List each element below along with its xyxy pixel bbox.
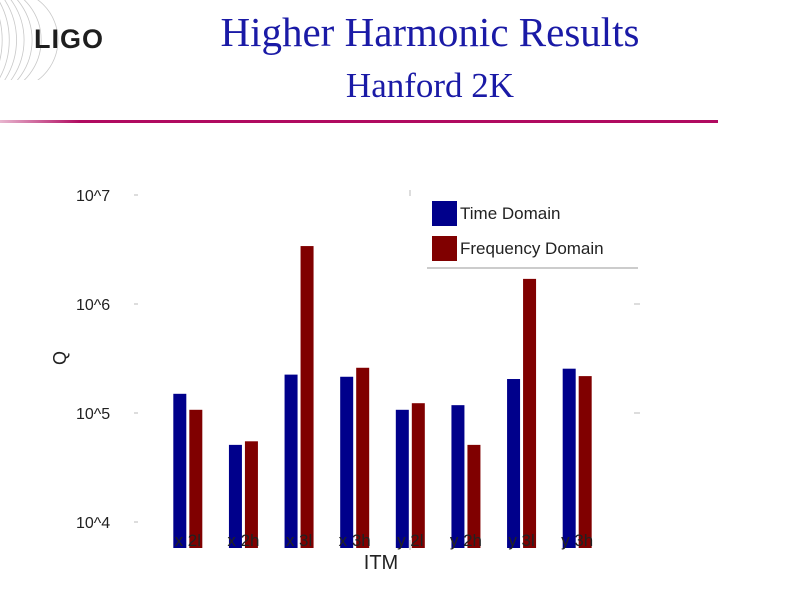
x-tick-label: x 3l — [286, 531, 312, 550]
legend-label: Time Domain — [460, 204, 560, 223]
x-tick-label: y 3h — [561, 531, 593, 550]
x-tick-label: x 2h — [227, 531, 259, 550]
y-tick-label: 10^6 — [76, 297, 110, 314]
bar-frequency-domain — [300, 246, 314, 549]
bar-frequency-domain — [356, 367, 370, 548]
legend-swatch — [432, 201, 457, 226]
axis-frame — [134, 190, 640, 550]
y-axis-label: Q — [50, 351, 70, 365]
y-tick-label: 10^5 — [76, 406, 110, 423]
bar-frequency-domain — [467, 444, 481, 548]
ligo-logo: LIGO — [0, 0, 150, 95]
bar-time-domain — [507, 379, 521, 548]
bar-frequency-domain — [578, 376, 592, 548]
legend-label: Frequency Domain — [460, 239, 604, 258]
y-tick-label: 10^4 — [76, 515, 110, 532]
x-tick-label: y 2l — [397, 531, 423, 550]
bar-frequency-domain — [411, 403, 425, 548]
bar-frequency-domain — [523, 278, 537, 548]
x-tick-label: y 2h — [450, 531, 482, 550]
x-tick-labels: x 2l x 2h x 3l x 3h y 2l y 2h y 3l y 3h — [175, 531, 594, 550]
bar-frequency-domain — [189, 409, 203, 548]
legend-swatch — [432, 236, 457, 261]
page-title: Higher Harmonic Results — [220, 9, 640, 55]
bar-time-domain — [451, 405, 465, 548]
bar-time-domain — [284, 374, 298, 548]
title-divider — [0, 120, 718, 123]
x-tick-label: x 2l — [175, 531, 201, 550]
x-tick-label: x 3h — [339, 531, 371, 550]
x-tick-label: y 3l — [508, 531, 534, 550]
y-tick-labels: 10^4 10^5 10^6 10^7 — [76, 188, 110, 532]
legend: Time Domain Frequency Domain — [427, 196, 639, 269]
bar-time-domain — [340, 376, 354, 548]
logo-text: LIGO — [34, 24, 104, 54]
legend-box — [427, 196, 639, 268]
page-subtitle: Hanford 2K — [345, 66, 515, 105]
bar-frequency-domain — [244, 441, 258, 548]
bar-time-domain — [562, 368, 576, 548]
bars — [173, 246, 592, 549]
bar-time-domain — [173, 393, 187, 548]
bar-time-domain — [395, 409, 409, 548]
x-axis-label: ITM — [364, 552, 398, 574]
bar-time-domain — [228, 444, 242, 548]
y-tick-label: 10^7 — [76, 188, 110, 205]
